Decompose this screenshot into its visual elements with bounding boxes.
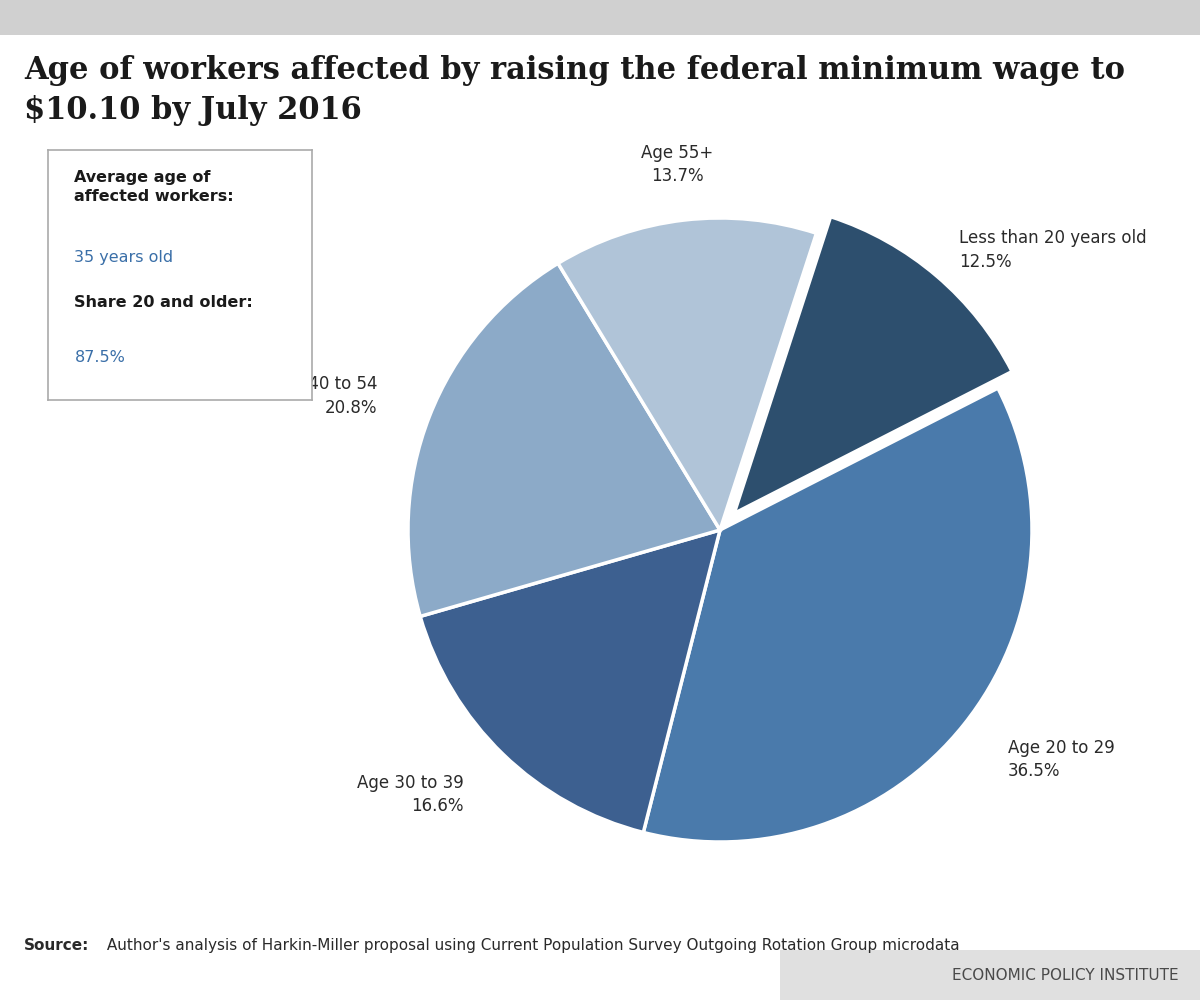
Text: Age 55+
13.7%: Age 55+ 13.7%	[641, 144, 714, 185]
Wedge shape	[408, 263, 720, 616]
Text: Share 20 and older:: Share 20 and older:	[74, 295, 253, 310]
Text: Source:: Source:	[24, 938, 89, 953]
Text: ECONOMIC POLICY INSTITUTE: ECONOMIC POLICY INSTITUTE	[953, 968, 1178, 982]
Wedge shape	[643, 388, 1032, 842]
Text: Average age of
affected workers:: Average age of affected workers:	[74, 170, 234, 204]
Text: Less than 20 years old
12.5%: Less than 20 years old 12.5%	[959, 229, 1147, 271]
Text: $10.10 by July 2016: $10.10 by July 2016	[24, 95, 361, 126]
Text: Age of workers affected by raising the federal minimum wage to: Age of workers affected by raising the f…	[24, 55, 1126, 86]
Wedge shape	[420, 530, 720, 832]
Wedge shape	[558, 218, 816, 530]
Text: Age 30 to 39
16.6%: Age 30 to 39 16.6%	[358, 774, 464, 815]
Text: Age 20 to 29
36.5%: Age 20 to 29 36.5%	[1008, 739, 1115, 780]
Text: Age 40 to 54
20.8%: Age 40 to 54 20.8%	[270, 375, 377, 417]
Text: 35 years old: 35 years old	[74, 250, 174, 265]
Wedge shape	[734, 217, 1012, 513]
Text: Author's analysis of Harkin-Miller proposal using Current Population Survey Outg: Author's analysis of Harkin-Miller propo…	[102, 938, 960, 953]
Text: 87.5%: 87.5%	[74, 350, 125, 365]
